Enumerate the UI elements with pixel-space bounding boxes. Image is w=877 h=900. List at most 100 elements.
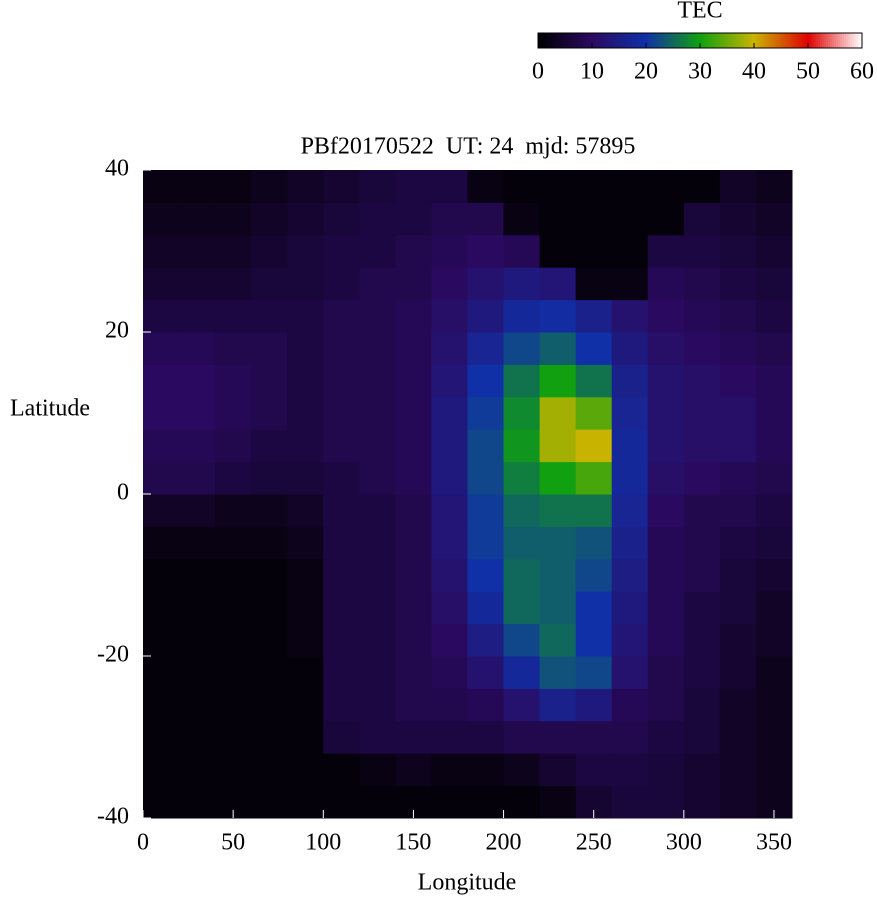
heat-cell [503,267,541,301]
heat-cell [143,526,180,560]
heat-cell [611,364,649,398]
colorbar-swatch [550,33,553,48]
heat-cell [287,623,324,657]
colorbar-swatch [836,33,839,48]
colorbar-swatch [746,33,749,48]
heat-cell [611,688,649,722]
heat-cell [683,461,721,495]
heat-cell [539,688,577,722]
heat-cell [611,656,649,689]
y-tick-label: -20 [97,642,129,668]
heat-cell [683,785,721,819]
heat-cell [755,494,793,527]
heat-cell [575,591,613,625]
colorbar-swatch [578,33,581,48]
heat-cell [179,234,216,268]
heat-cell [359,267,396,301]
colorbar-swatch [582,33,585,48]
colorbar-swatch [706,33,709,48]
colorbar-swatch [692,33,695,48]
colorbar-swatch [628,33,631,48]
heat-cell [611,720,649,754]
colorbar-swatch [622,33,625,48]
heat-cell [143,364,180,398]
heat-cell [287,267,324,301]
colorbar-swatch [638,33,641,48]
colorbar-swatch [670,33,673,48]
heat-cell [251,332,288,365]
heat-cell [287,332,324,365]
heat-cell [611,461,649,495]
heat-cell [179,429,216,463]
colorbar-swatch [632,33,635,48]
heat-cell [215,623,252,657]
colorbar-tick-label: 50 [796,59,820,85]
heat-cell [719,558,757,592]
colorbar-swatch [838,33,841,48]
heat-cell [431,170,468,203]
heat-cell [647,785,685,819]
colorbar-swatch [634,33,637,48]
heat-cell [683,170,721,203]
y-tick-label: -40 [97,804,129,830]
heat-cell [755,170,793,203]
heat-cell [611,785,649,819]
colorbar-swatch [552,33,555,48]
y-tick-label: 0 [117,480,129,506]
heat-cell [359,170,396,203]
heat-cell [647,332,685,365]
heat-cell [179,494,216,527]
heat-cell [143,202,180,236]
heat-cell [611,753,649,787]
colorbar-tick-label: 30 [688,59,712,85]
heat-cell [323,332,360,365]
colorbar-swatch [688,33,691,48]
heat-cell [215,267,252,301]
heat-cell [179,656,216,689]
heat-cell [431,494,468,527]
heat-cell [287,429,324,463]
heat-cell [575,332,613,365]
heat-cell [323,623,360,657]
heat-cell [323,558,360,592]
heat-cell [611,332,649,365]
heat-cell [503,526,541,560]
colorbar-swatch [630,33,633,48]
colorbar-swatch [784,33,787,48]
heat-cell [395,461,432,495]
heat-cell [755,688,793,722]
heat-cell [575,202,613,236]
heat-cell [395,656,432,689]
heat-cell [179,558,216,592]
colorbar-swatch [694,33,697,48]
heat-cell [755,202,793,236]
heat-cell [611,526,649,560]
heat-cell [755,591,793,625]
colorbar-swatch [752,33,755,48]
heat-cell [647,753,685,787]
heat-cell [179,526,216,560]
x-tick-label: 150 [395,830,431,856]
heat-cell [323,396,360,430]
colorbar-swatch [698,33,701,48]
colorbar-swatch [748,33,751,48]
heat-cell [503,396,541,430]
colorbar-swatch [812,33,815,48]
heat-cell [719,267,757,301]
heat-cell [719,202,757,236]
heat-cell [647,720,685,754]
heat-cell [719,720,757,754]
heat-cell [755,299,793,333]
colorbar-swatch [848,33,851,48]
heat-cell [359,720,396,754]
colorbar-swatch [656,33,659,48]
heat-cell [431,526,468,560]
heat-cell [431,234,468,268]
colorbar-swatch [832,33,835,48]
heat-cell [683,267,721,301]
colorbar-swatch [672,33,675,48]
heat-cell [755,267,793,301]
heat-cell [467,526,505,560]
heat-cell [431,623,468,657]
colorbar-swatch [666,33,669,48]
